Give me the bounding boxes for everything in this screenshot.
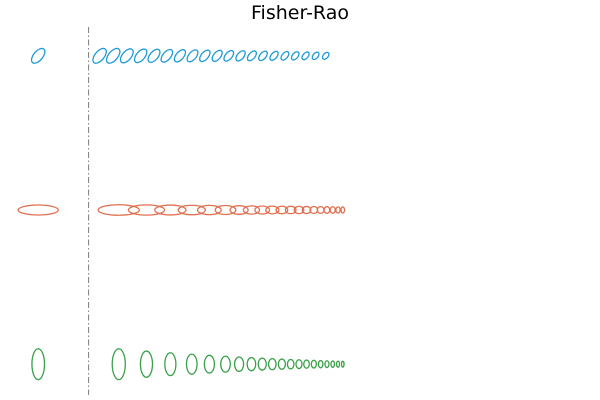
ellipse-point <box>133 48 148 64</box>
ellipse-point <box>311 51 320 61</box>
ellipse-point <box>267 357 277 371</box>
ellipse-point <box>275 205 289 215</box>
ellipse-point <box>290 51 300 61</box>
ellipse-point <box>186 49 199 63</box>
ellipse-point <box>254 205 271 215</box>
ellipse-point <box>258 50 268 62</box>
ellipse-point <box>147 48 161 64</box>
ellipse-point <box>233 356 245 372</box>
ellipse-point <box>246 356 257 372</box>
ellipse-point <box>105 47 121 64</box>
ellipse-point <box>139 350 154 378</box>
ellipse-point <box>284 205 297 215</box>
ellipse-point <box>235 50 246 62</box>
ellipse-point <box>323 206 331 214</box>
ellipse-point <box>119 48 134 64</box>
ellipse-point <box>154 204 187 216</box>
ellipse-point <box>335 206 341 214</box>
ellipse-point <box>295 359 303 370</box>
ellipse-point <box>321 51 330 60</box>
ellipse-point <box>317 359 324 369</box>
reference-ellipse <box>17 204 59 216</box>
ellipse-point <box>173 49 187 63</box>
ellipse-point <box>242 205 261 215</box>
ellipse-point <box>301 205 312 215</box>
ellipse-point <box>330 360 336 369</box>
reference-ellipse <box>31 348 46 381</box>
ellipse-point <box>160 48 174 63</box>
ellipse-point <box>214 204 237 216</box>
ellipse-point <box>97 204 141 216</box>
ellipse-point <box>199 49 211 63</box>
ellipse-point <box>265 205 280 215</box>
ellipse-point <box>203 354 216 374</box>
ellipse-point <box>269 50 279 61</box>
ellipse-point <box>211 49 223 62</box>
ellipse-point <box>280 50 290 61</box>
ellipse-point <box>293 205 305 215</box>
ellipse-layer <box>17 47 346 381</box>
ellipse-point <box>324 360 330 369</box>
ellipse-point <box>257 357 267 371</box>
ellipse-point <box>177 204 206 216</box>
ellipse-point <box>185 353 198 375</box>
ellipse-point <box>301 51 310 61</box>
ellipse-point <box>220 355 231 373</box>
ellipse-point <box>340 206 346 214</box>
series-1 <box>30 47 330 64</box>
ellipse-point <box>286 358 295 370</box>
reference-ellipse <box>30 47 46 64</box>
ellipse-point <box>340 360 345 368</box>
ellipse-point <box>277 358 287 370</box>
ellipse-point <box>246 50 258 62</box>
ellipse-point <box>196 204 222 216</box>
ellipse-point <box>223 49 235 62</box>
series-3 <box>31 348 345 381</box>
ellipse-point <box>329 206 336 214</box>
ellipse-point <box>229 205 249 215</box>
ellipse-point <box>316 205 325 215</box>
ellipse-point <box>310 359 318 369</box>
ellipse-point <box>127 204 166 216</box>
ellipse-point <box>335 360 341 368</box>
chart-title: Fisher-Rao <box>251 2 349 24</box>
ellipse-point <box>303 359 310 369</box>
ellipse-point <box>164 352 177 377</box>
series-2 <box>17 204 346 216</box>
ellipse-point <box>92 47 107 64</box>
ellipse-point <box>111 348 126 381</box>
